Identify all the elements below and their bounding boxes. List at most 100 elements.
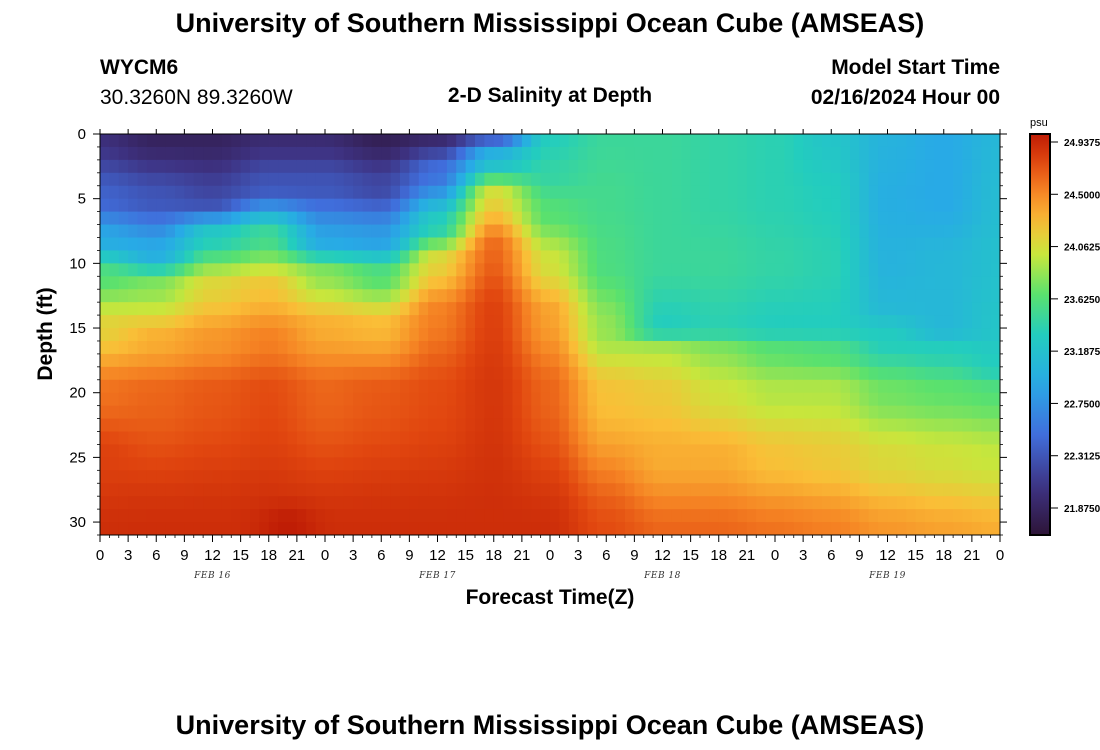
heatmap-cell (709, 159, 720, 174)
heatmap-cell (606, 198, 617, 213)
heatmap-cell (512, 134, 523, 148)
heatmap-cell (306, 250, 317, 264)
heatmap-cell (418, 289, 429, 303)
heatmap-cell (615, 289, 626, 303)
heatmap-cell (915, 353, 926, 368)
heatmap-cell (512, 328, 523, 342)
heatmap-cell (428, 496, 439, 510)
heatmap-cell (906, 198, 917, 213)
heatmap-cell (943, 211, 954, 226)
heatmap-cell (193, 159, 204, 174)
heatmap-cell (184, 418, 195, 433)
heatmap-cell (456, 392, 467, 407)
heatmap-cell (306, 379, 317, 394)
heatmap-cell (906, 470, 917, 484)
heatmap-cell (446, 392, 457, 407)
heatmap-cell (390, 392, 401, 407)
heatmap-cell (156, 250, 167, 264)
heatmap-cell (221, 263, 232, 277)
heatmap-cell (643, 353, 654, 368)
heatmap-cell (409, 340, 420, 355)
heatmap-cell (915, 159, 926, 174)
heatmap-cell (925, 509, 935, 523)
x-tick-label: 0 (96, 547, 104, 564)
heatmap-cell (587, 431, 598, 446)
heatmap-cell (953, 198, 964, 213)
heatmap-cell (109, 418, 120, 433)
heatmap-cell (906, 315, 917, 329)
heatmap-cell (878, 134, 889, 148)
heatmap-cell (325, 289, 335, 303)
heatmap-cell (784, 263, 795, 277)
heatmap-cell (681, 172, 692, 187)
heatmap-cell (943, 431, 954, 446)
heatmap-cell (803, 457, 814, 471)
heatmap-cell (709, 224, 720, 239)
heatmap-cell (521, 159, 532, 174)
heatmap-cell (634, 302, 645, 316)
heatmap-cell (925, 315, 935, 329)
heatmap-cell (840, 483, 851, 497)
heatmap-cell (212, 418, 223, 433)
heatmap-cell (437, 444, 448, 458)
heatmap-cell (784, 392, 795, 407)
heatmap-cell (615, 457, 626, 471)
heatmap-cell (737, 315, 748, 329)
heatmap-cell (812, 444, 823, 458)
heatmap-cell (775, 431, 785, 446)
heatmap-cell (953, 263, 964, 277)
heatmap-cell (971, 483, 982, 497)
heatmap-cell (137, 418, 148, 433)
heatmap-cell (981, 289, 992, 303)
heatmap-cell (746, 379, 757, 394)
heatmap-cell (240, 276, 251, 290)
heatmap-cell (268, 263, 279, 277)
heatmap-cell (418, 211, 429, 226)
heatmap-cell (456, 522, 467, 535)
heatmap-cell (925, 134, 935, 148)
heatmap-cell (353, 146, 364, 161)
heatmap-cell (812, 353, 823, 368)
heatmap-cell (221, 353, 232, 368)
heatmap-cell (643, 483, 654, 497)
heatmap-cell (156, 134, 167, 148)
heatmap-cell (100, 315, 110, 329)
heatmap-cell (221, 159, 232, 174)
heatmap-cell (737, 483, 748, 497)
heatmap-cell (625, 289, 635, 303)
heatmap-cell (343, 159, 354, 174)
heatmap-cell (503, 366, 514, 381)
heatmap-cell (446, 315, 457, 329)
heatmap-cell (540, 522, 551, 535)
heatmap-cell (165, 392, 176, 407)
heatmap-cell (475, 353, 485, 368)
heatmap-cell (315, 328, 326, 342)
heatmap-cell (362, 392, 373, 407)
heatmap-cell (971, 159, 982, 174)
heatmap-cell (437, 340, 448, 355)
heatmap-cell (268, 198, 279, 213)
heatmap-cell (268, 392, 279, 407)
heatmap-cell (700, 263, 710, 277)
heatmap-cell (371, 457, 382, 471)
heatmap-cell (146, 483, 157, 497)
heatmap-cell (146, 444, 157, 458)
heatmap-cell (915, 237, 926, 252)
heatmap-cell (175, 405, 185, 420)
heatmap-cell (184, 315, 195, 329)
heatmap-cell (240, 211, 251, 226)
heatmap-cell (175, 263, 185, 277)
heatmap-cell (512, 483, 523, 497)
heatmap-cell (268, 353, 279, 368)
heatmap-cell (175, 379, 185, 394)
heatmap-cell (840, 405, 851, 420)
heatmap-cell (109, 172, 120, 187)
heatmap-cell (775, 457, 785, 471)
heatmap-cell (100, 405, 110, 420)
heatmap-cell (606, 496, 617, 510)
heatmap-cell (512, 496, 523, 510)
heatmap-cell (165, 224, 176, 239)
heatmap-cell (596, 379, 607, 394)
heatmap-cell (606, 328, 617, 342)
heatmap-cell (343, 263, 354, 277)
